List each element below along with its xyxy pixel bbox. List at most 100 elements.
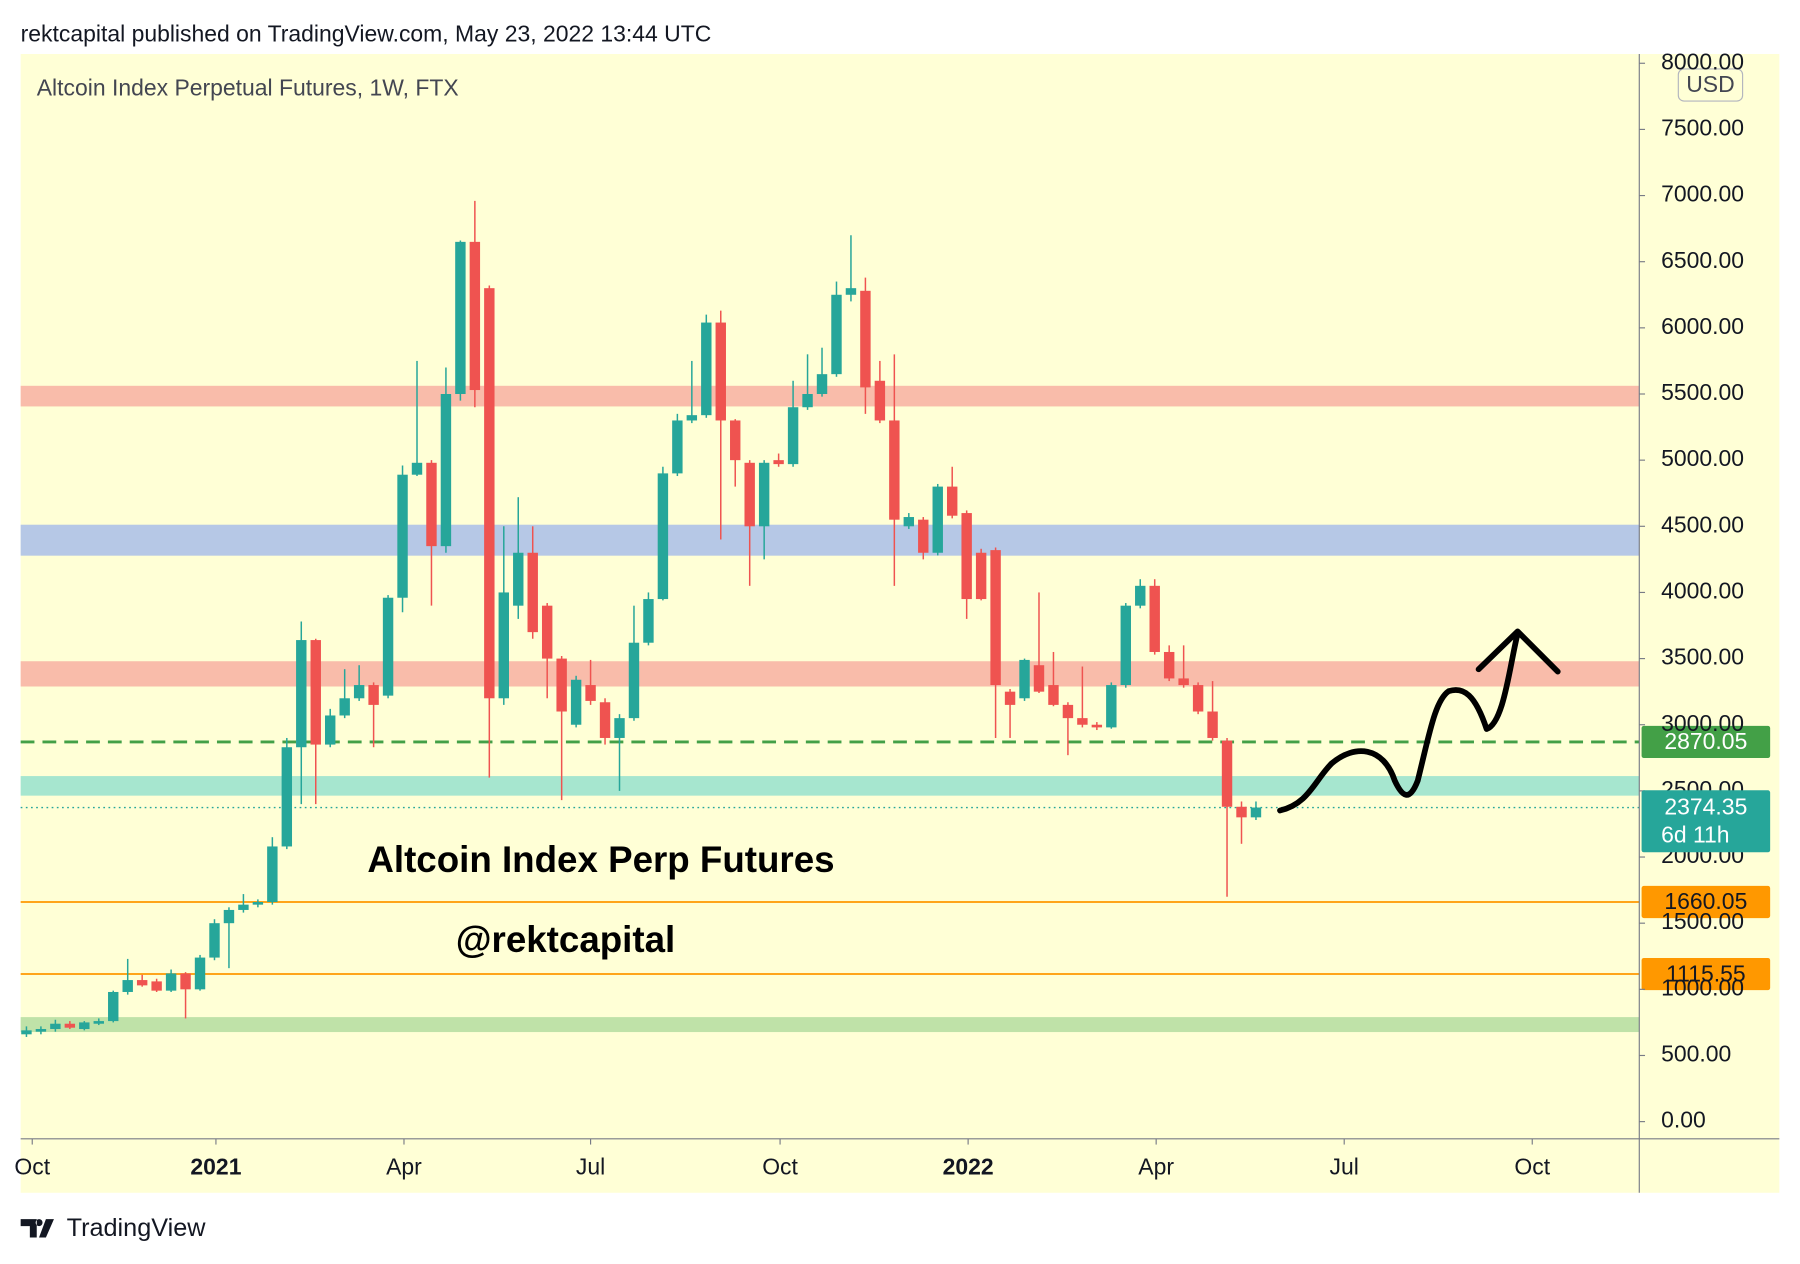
currency-box[interactable] <box>1677 68 1744 102</box>
candle-body <box>570 679 582 725</box>
candle-body <box>1004 691 1016 705</box>
price-label: 1660.05 <box>1664 888 1747 914</box>
candle-body <box>223 909 235 924</box>
candle-body <box>975 552 987 600</box>
candle-body <box>541 605 553 659</box>
y-tick-label: 3000.00 <box>1661 710 1744 736</box>
zone-band <box>20 385 1640 407</box>
candle-body <box>1221 740 1233 807</box>
x-tick-label: 2021 <box>190 1154 241 1180</box>
annotation: Altcoin Index Perp Futures <box>367 839 834 880</box>
candle-body <box>21 1030 32 1035</box>
candle-body <box>108 991 119 1022</box>
candle-body <box>411 462 423 475</box>
candle-body <box>1250 807 1262 818</box>
candle-body <box>310 640 321 745</box>
candle-body <box>628 642 640 719</box>
candle-body <box>903 517 915 527</box>
candle-body <box>281 747 293 847</box>
candle-body <box>686 415 698 421</box>
y-tick-label: 5000.00 <box>1661 445 1744 471</box>
candle-body <box>643 599 654 643</box>
candle-body <box>382 597 394 696</box>
candle-body <box>831 294 842 375</box>
candle-body <box>1048 685 1059 705</box>
candle-body <box>787 407 799 465</box>
candle-body <box>79 1022 90 1030</box>
candle-body <box>122 980 133 992</box>
candle-body <box>50 1023 61 1030</box>
candle-body <box>1091 724 1103 728</box>
candle-body <box>209 923 220 958</box>
y-tick-label: 6000.00 <box>1661 313 1744 339</box>
price-label-box <box>1641 885 1771 919</box>
candle-body <box>599 702 611 738</box>
y-tick-label: 1000.00 <box>1661 974 1744 1000</box>
candle-body <box>455 241 466 395</box>
candle-body <box>252 902 264 905</box>
x-tick-label: Jul <box>1330 1154 1359 1180</box>
x-tick-label: Oct <box>762 1154 798 1180</box>
candle-body <box>932 486 943 553</box>
candle-body <box>325 715 336 745</box>
annotation: @rektcapital <box>456 919 675 960</box>
candle-body <box>151 981 162 991</box>
hand-drawn-projection <box>1277 628 1561 814</box>
y-tick-label: 6500.00 <box>1661 247 1744 273</box>
currency[interactable]: USD <box>1686 71 1734 97</box>
price-label-box <box>1641 725 1771 759</box>
chart-background <box>20 54 1780 1193</box>
candle-body <box>614 718 625 738</box>
last-price-label: 2374.35 <box>1664 794 1747 820</box>
y-tick-label: 7000.00 <box>1661 181 1744 207</box>
candle-body <box>1207 711 1218 738</box>
price-label: 1115.55 <box>1666 960 1746 986</box>
candle-body <box>816 374 828 395</box>
price-label: 2870.05 <box>1664 728 1747 754</box>
candle-body <box>730 420 741 461</box>
candle-body <box>1192 685 1204 712</box>
candle-body <box>440 394 452 547</box>
candle-body <box>802 394 813 408</box>
price-label-box <box>1641 957 1771 991</box>
candle-body <box>527 552 538 633</box>
candle-body <box>165 973 177 991</box>
candle-body <box>1062 704 1074 719</box>
candle-body <box>585 685 596 701</box>
candle-body <box>701 322 712 416</box>
candle-body <box>672 420 683 474</box>
footer-brand: TradingView <box>67 1214 207 1242</box>
candle-body <box>180 973 191 990</box>
header: rektcapital published on TradingView.com… <box>21 21 712 47</box>
candle-body <box>397 474 408 598</box>
candle-body <box>368 685 379 705</box>
candle-body <box>556 658 567 712</box>
candle-body <box>990 550 1001 686</box>
logo-mark <box>20 1219 54 1238</box>
candle-body <box>1178 678 1189 686</box>
last-price-box <box>1641 790 1771 853</box>
x-tick-label: Jul <box>576 1154 605 1180</box>
countdown-label: 6d 11h <box>1661 821 1729 847</box>
candle-body <box>1149 585 1160 652</box>
zone-band <box>20 776 1640 796</box>
candle-body <box>1019 659 1030 699</box>
candle-body <box>1135 585 1146 606</box>
candle-body <box>484 288 495 699</box>
x-tick-label: Oct <box>14 1154 50 1180</box>
zone-band <box>20 661 1640 687</box>
candle-body <box>860 290 871 388</box>
candle-body <box>918 519 929 553</box>
y-tick-label: 8000.00 <box>1661 48 1744 74</box>
candle-body <box>657 473 669 600</box>
plot <box>20 200 1640 1037</box>
candle-body <box>1163 651 1175 679</box>
candle-body <box>136 980 148 986</box>
candle-body <box>93 1021 104 1024</box>
candle-body <box>961 513 972 600</box>
candle-body <box>513 552 524 606</box>
zone-band <box>20 1017 1640 1033</box>
y-tick-label: 7500.00 <box>1661 114 1744 140</box>
candle-body <box>1106 685 1117 728</box>
